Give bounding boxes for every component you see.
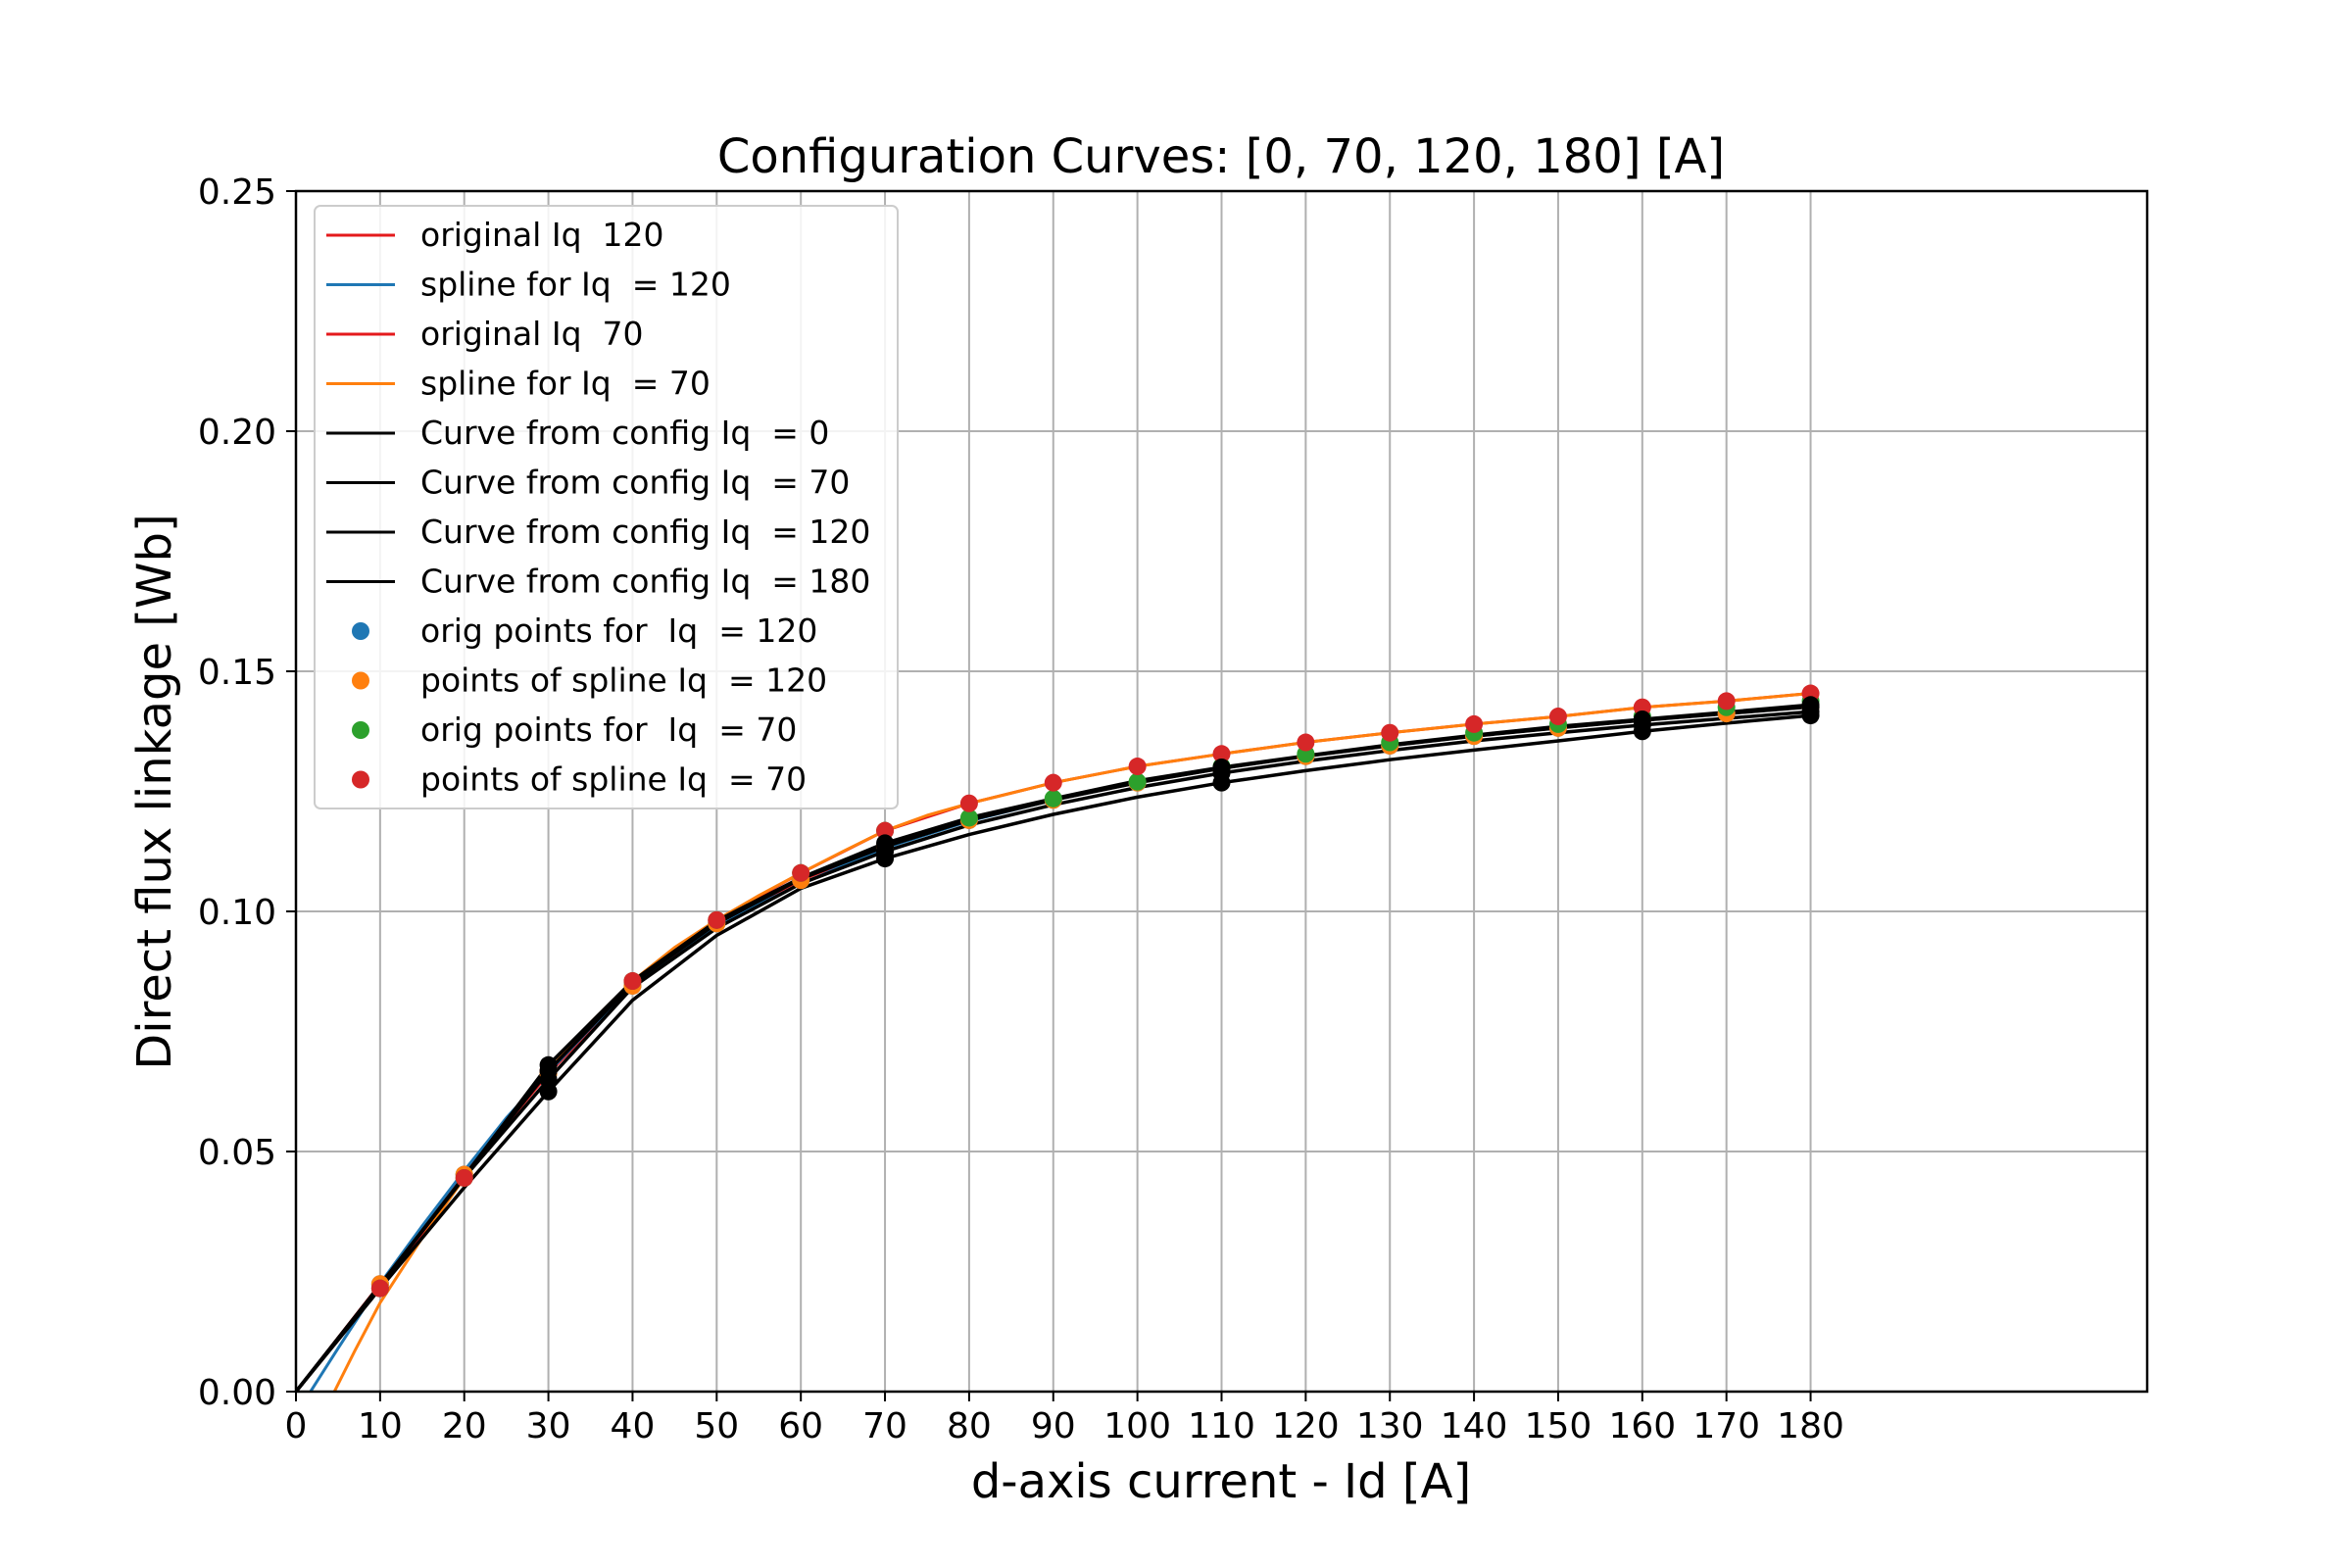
legend-label: Curve from config Iq = 0 bbox=[420, 414, 829, 452]
legend-label: Curve from config Iq = 180 bbox=[420, 563, 870, 601]
x-tick-label: 20 bbox=[442, 1406, 487, 1446]
legend-label: spline for Iq = 120 bbox=[420, 266, 731, 304]
legend-label: spline for Iq = 70 bbox=[420, 365, 710, 403]
legend-label: orig points for Iq = 120 bbox=[420, 612, 817, 650]
x-tick-label: 120 bbox=[1272, 1406, 1340, 1446]
x-tick-label: 70 bbox=[862, 1406, 907, 1446]
legend: original Iq 120 spline for Iq = 120 origin… bbox=[314, 205, 899, 809]
x-tick-label: 150 bbox=[1525, 1406, 1592, 1446]
x-tick-label: 140 bbox=[1441, 1406, 1508, 1446]
data-point-config-points bbox=[1801, 707, 1820, 725]
data-point-orig-points-for-iq-70 bbox=[1128, 772, 1147, 791]
data-point-points-of-spline-iq-70 bbox=[1128, 758, 1147, 776]
y-tick-label: 0.15 bbox=[198, 653, 276, 693]
legend-label: original Iq 70 bbox=[420, 315, 644, 353]
x-tick-label: 60 bbox=[778, 1406, 823, 1446]
data-point-points-of-spline-iq-70 bbox=[876, 821, 895, 840]
x-tick-label: 0 bbox=[285, 1406, 308, 1446]
legend-box bbox=[314, 205, 899, 809]
x-tick-label: 160 bbox=[1608, 1406, 1676, 1446]
data-point-points-of-spline-iq-70 bbox=[1212, 745, 1231, 763]
legend-marker-swatch bbox=[352, 622, 369, 640]
data-point-points-of-spline-iq-70 bbox=[455, 1168, 473, 1187]
x-tick-label: 100 bbox=[1103, 1406, 1171, 1446]
x-tick-label: 170 bbox=[1692, 1406, 1760, 1446]
x-tick-label: 40 bbox=[611, 1406, 656, 1446]
data-point-orig-points-for-iq-70 bbox=[959, 808, 978, 827]
legend-label: original Iq 120 bbox=[420, 216, 663, 254]
x-tick-label: 50 bbox=[694, 1406, 739, 1446]
x-tick-label: 80 bbox=[947, 1406, 992, 1446]
data-point-config-points bbox=[1212, 773, 1231, 792]
y-tick-label: 0.05 bbox=[198, 1133, 276, 1173]
series-points bbox=[370, 684, 1820, 1298]
y-axis-label: Direct flux linkage [Wb] bbox=[127, 514, 182, 1069]
x-axis-ticks: 0 10 20 30 40 50 60 70 80 90 100 110 120 130 140 150 160… bbox=[285, 1392, 1844, 1446]
chart-title: Configuration Curves: [0, 70, 120, 180] … bbox=[717, 129, 1725, 184]
data-point-config-points bbox=[539, 1082, 558, 1101]
y-tick-label: 0.25 bbox=[198, 172, 276, 213]
data-point-orig-points-for-iq-70 bbox=[1044, 789, 1062, 808]
data-point-points-of-spline-iq-70 bbox=[1465, 714, 1484, 733]
data-point-points-of-spline-iq-70 bbox=[1297, 733, 1315, 752]
legend-label: points of spline Iq = 120 bbox=[420, 662, 827, 700]
y-tick-label: 0.20 bbox=[198, 413, 276, 453]
data-point-points-of-spline-iq-70 bbox=[1548, 708, 1567, 726]
data-point-config-points bbox=[876, 850, 895, 868]
data-point-points-of-spline-iq-70 bbox=[708, 910, 726, 929]
data-point-points-of-spline-iq-70 bbox=[623, 972, 642, 991]
data-point-points-of-spline-iq-70 bbox=[1717, 692, 1736, 710]
x-tick-label: 90 bbox=[1031, 1406, 1076, 1446]
legend-label: points of spline Iq = 70 bbox=[420, 760, 807, 799]
legend-label: Curve from config Iq = 120 bbox=[420, 513, 870, 551]
x-tick-label: 30 bbox=[526, 1406, 571, 1446]
y-tick-label: 0.10 bbox=[198, 893, 276, 933]
legend-marker-swatch bbox=[352, 770, 369, 789]
x-axis-label: d-axis current - Id [A] bbox=[971, 1454, 1471, 1509]
legend-marker-swatch bbox=[352, 721, 369, 739]
y-axis-ticks: 0.00 0.05 0.10 0.15 0.20 0.25 bbox=[198, 172, 296, 1413]
y-tick-label: 0.00 bbox=[198, 1373, 276, 1413]
data-point-points-of-spline-iq-70 bbox=[370, 1279, 389, 1298]
legend-marker-swatch bbox=[352, 671, 369, 690]
x-tick-label: 110 bbox=[1188, 1406, 1255, 1446]
legend-label: Curve from config Iq = 70 bbox=[420, 464, 850, 502]
legend-label: orig points for Iq = 70 bbox=[420, 710, 797, 749]
data-point-points-of-spline-iq-70 bbox=[1381, 723, 1399, 742]
data-point-points-of-spline-iq-70 bbox=[792, 863, 810, 882]
data-point-points-of-spline-iq-70 bbox=[959, 794, 978, 812]
x-tick-label: 130 bbox=[1356, 1406, 1424, 1446]
x-tick-label: 10 bbox=[358, 1406, 403, 1446]
x-tick-label: 180 bbox=[1777, 1406, 1844, 1446]
data-point-points-of-spline-iq-70 bbox=[1044, 773, 1062, 792]
data-point-config-points bbox=[1633, 722, 1651, 741]
